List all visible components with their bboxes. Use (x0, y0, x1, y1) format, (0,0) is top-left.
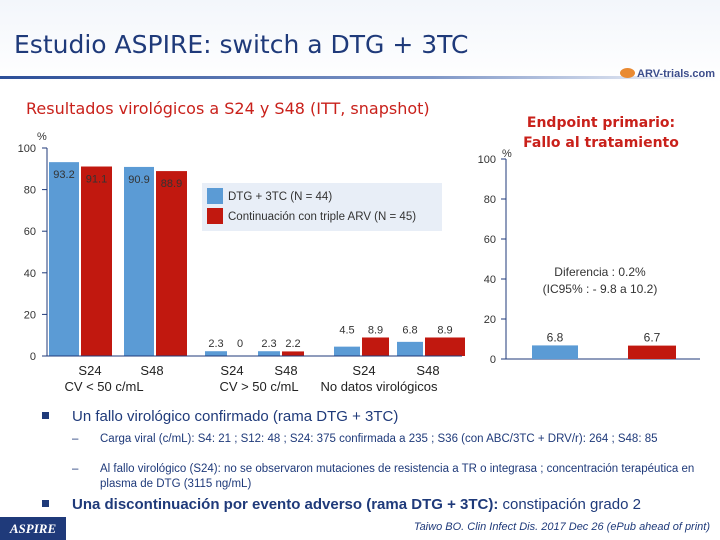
y-axis-unit: % (37, 131, 47, 143)
legend-label-dtg: DTG + 3TC (N = 44) (228, 191, 332, 203)
continuation-value-label: 8.9 (368, 324, 383, 336)
category-label: S24 (220, 363, 243, 378)
dtg-bar-right (532, 345, 578, 359)
confidence-interval-annotation: (IC95% : - 9.8 a 10.2) (543, 282, 658, 296)
legend-label-continuation: Continuación con triple ARV (N = 45) (228, 211, 416, 223)
slide-title: Estudio ASPIRE: switch a DTG + 3TC (14, 30, 469, 59)
legend-box (202, 183, 442, 231)
dtg-value-label: 2.3 (261, 338, 276, 350)
chart-subtitle: Resultados virológicos a S24 y S48 (ITT,… (26, 99, 430, 118)
y-tick-label-right: 80 (484, 194, 496, 206)
category-label: S48 (416, 363, 439, 378)
difference-annotation: Diferencia : 0.2% (554, 265, 646, 279)
endpoint-title-line2: Fallo al tratamiento (523, 135, 679, 151)
dtg-bar (124, 166, 154, 356)
endpoint-title: Endpoint primario: Fallo al tratamiento (510, 113, 692, 153)
dtg-value-label: 4.5 (339, 324, 354, 336)
value-label-right: 6.7 (644, 331, 661, 345)
group-label: No datos virológicos (320, 379, 438, 394)
bullet-2-text: constipación grado 2 (498, 496, 641, 513)
dtg-bar (205, 351, 227, 356)
continuation-bar (362, 337, 389, 356)
endpoint-title-line1: Endpoint primario: (526, 115, 676, 131)
dtg-bar (334, 346, 360, 356)
right-chart: 0 20 40 60 80 100 % 6.8 6.7 Diferencia : 0.2% (IC9… (478, 148, 700, 366)
bullet-2-bold-text: Una discontinuación por evento adverso (… (72, 496, 499, 513)
y-tick-label-right: 40 (484, 274, 496, 286)
continuation-value-label: 0 (237, 338, 243, 350)
dtg-bar (258, 351, 280, 356)
category-label: S24 (78, 363, 101, 378)
bullet-2: Una discontinuación por evento adverso (… (42, 496, 641, 513)
sub-bullet-1: – Carga viral (c/mL): S4: 21 ; S12: 48 ;… (72, 432, 700, 447)
legend-swatch-continuation (207, 208, 223, 224)
dtg-value-label: 6.8 (402, 324, 417, 336)
bullet-square-icon (42, 500, 49, 507)
dtg-bar (49, 162, 79, 356)
bullet-1: Un fallo virológico confirmado (rama DTG… (42, 408, 399, 425)
bullet-1-text: Un fallo virológico confirmado (rama DTG… (72, 408, 399, 425)
continuation-bar (282, 351, 304, 356)
category-label: S24 (352, 363, 375, 378)
y-axis-unit-right: % (502, 148, 512, 160)
y-tick-label: 0 (30, 351, 36, 363)
logo-text: ARV-trials.com (637, 68, 716, 80)
sub-bullet-1-text: Carga viral (c/mL): S4: 21 ; S12: 48 ; S… (100, 433, 658, 445)
y-tick-label-right: 60 (484, 234, 496, 246)
continuation-bar-right (628, 345, 676, 359)
continuation-value-label: 2.2 (285, 338, 300, 350)
left-chart: 0 20 40 60 80 100% 93.2 91.1 90.9 88.9 2.3 0 2.3 2.2 4… (18, 131, 465, 394)
y-tick-label: 60 (24, 226, 36, 238)
group-label: CV > 50 c/mL (219, 379, 298, 394)
y-tick-label: 80 (24, 185, 36, 197)
continuation-bar (425, 337, 465, 356)
title-underline (0, 76, 720, 79)
dash-2: – (72, 463, 79, 475)
continuation-bar (81, 166, 112, 356)
category-label: S48 (140, 363, 163, 378)
y-tick-label: 20 (24, 309, 36, 321)
dash-1: – (72, 433, 79, 445)
bullet-square-icon (42, 412, 49, 419)
sub-bullet-2: – Al fallo virológico (S24): no se obser… (72, 462, 700, 492)
dtg-value-label: 2.3 (208, 338, 223, 350)
legend-swatch-dtg (207, 188, 223, 204)
group-label: CV < 50 c/mL (64, 379, 143, 394)
logo-mark-icon (620, 68, 635, 78)
value-label-right: 6.8 (547, 330, 564, 344)
category-label: S48 (274, 363, 297, 378)
dtg-bar (397, 341, 423, 356)
dtg-value-label: 93.2 (53, 169, 74, 181)
y-tick-label-right: 20 (484, 314, 496, 326)
y-tick-label-right: 0 (490, 354, 496, 366)
footer-study-label: ASPIRE (0, 517, 66, 540)
dtg-value-label: 90.9 (128, 174, 149, 186)
y-tick-label-right: 100 (478, 154, 496, 166)
title-band (0, 0, 720, 84)
sub-bullet-2-text: Al fallo virológico (S24): no se observa… (100, 463, 695, 490)
continuation-bar (156, 171, 187, 356)
continuation-value-label: 88.9 (161, 178, 182, 190)
continuation-value-label: 91.1 (86, 174, 107, 186)
continuation-value-label: 8.9 (437, 324, 452, 336)
arv-trials-logo: ARV-trials.com (620, 68, 715, 80)
charts-svg: 0 20 40 60 80 100% 93.2 91.1 90.9 88.9 2.3 0 2.3 2.2 4… (18, 131, 700, 394)
y-tick-label: 100 (18, 143, 36, 155)
citation: Taiwo BO. Clin Infect Dis. 2017 Dec 26 (… (413, 521, 710, 533)
y-tick-label: 40 (24, 268, 36, 280)
